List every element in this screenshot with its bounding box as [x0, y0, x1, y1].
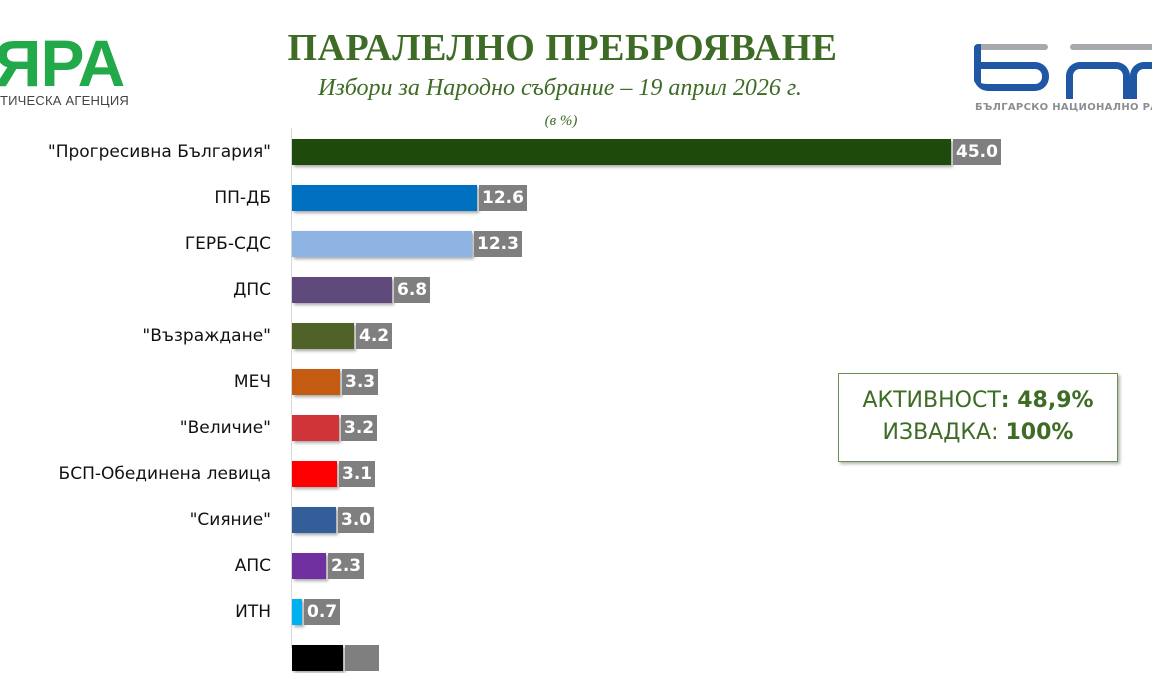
chart-row: ГЕРБ-СДС 12.3: [0, 229, 1152, 259]
page-title: ПАРАЛЕЛНО ПРЕБРОЯВАНЕ: [287, 27, 838, 69]
chart-row: "Възраждане" 4.2: [0, 321, 1152, 351]
chart-row: ИТН 0.7: [0, 597, 1152, 627]
sample-value: 100%: [1005, 420, 1074, 445]
bar: [292, 553, 326, 579]
bar: [292, 277, 392, 303]
category-label: "Величие": [179, 418, 271, 438]
chart-row: БСП-Обединена левица 3.1: [0, 459, 1152, 489]
value-label: 3.3: [342, 369, 379, 395]
category-label: "Възраждане": [142, 326, 271, 346]
value-label: 3.2: [341, 415, 378, 441]
bar: [292, 507, 336, 533]
chart-row: "Прогресивна България" 45.0: [0, 137, 1152, 167]
chart-row: АПС 2.3: [0, 551, 1152, 581]
bar: [292, 369, 340, 395]
logo-accent-bar: [978, 44, 1048, 50]
bar: [292, 323, 354, 349]
category-label: ПП-ДБ: [214, 188, 271, 208]
bar: [292, 415, 339, 441]
chart-row: ДПС 6.8: [0, 275, 1152, 305]
agency-logo: ЯРА ТИЧЕСКА АГЕНЦИЯ: [0, 30, 160, 110]
turnout-info-box: АКТИВНОСТ: 48,9% ИЗВАДКА: 100%: [838, 373, 1118, 462]
logo-letter-r: [1130, 62, 1152, 99]
category-label: МЕЧ: [233, 372, 271, 392]
bar: [292, 139, 951, 165]
category-label: ДПС: [233, 280, 271, 300]
turnout-line: АКТИВНОСТ: 48,9%: [839, 385, 1117, 417]
bar: [292, 185, 477, 211]
broadcaster-tagline: БЪЛГАРСКО НАЦИОНАЛНО РАД: [975, 102, 1152, 113]
value-label: 6.8: [394, 277, 431, 303]
logo-letter-b-bowl: [974, 62, 1049, 91]
value-label: 4.2: [356, 323, 393, 349]
chart-row: ПП-ДБ 12.6: [0, 183, 1152, 213]
turnout-label: АКТИВНОСТ: [862, 388, 1001, 413]
value-label: 3.0: [338, 507, 375, 533]
unit-label: (в %): [544, 113, 578, 129]
agency-logo-mark: ЯРА: [0, 26, 125, 100]
value-label: 12.6: [479, 185, 527, 211]
value-label: 2.3: [328, 553, 365, 579]
broadcaster-logo: БЪЛГАРСКО НАЦИОНАЛНО РАД: [970, 40, 1152, 120]
bar: [292, 599, 302, 625]
category-label: ИТН: [235, 602, 271, 622]
category-axis-line: [291, 128, 292, 648]
bar: [292, 231, 472, 257]
category-label: "Сияние": [189, 510, 271, 530]
category-label: АПС: [234, 556, 271, 576]
value-label: 3.1: [339, 461, 376, 487]
bar: [292, 645, 343, 671]
bar: [292, 461, 337, 487]
agency-logo-subtitle: ТИЧЕСКА АГЕНЦИЯ: [0, 93, 129, 108]
chart-row: МЕЧ 3.3: [0, 367, 1152, 397]
turnout-value: : 48,9%: [1000, 388, 1094, 413]
logo-letter-n: [1066, 62, 1130, 99]
sample-line: ИЗВАДКА: 100%: [839, 417, 1117, 449]
page-subtitle: Избори за Народно събрание – 19 април 20…: [318, 75, 802, 101]
category-label: ГЕРБ-СДС: [184, 234, 271, 254]
sample-label: ИЗВАДКА:: [882, 420, 1006, 445]
value-label: 12.3: [474, 231, 522, 257]
category-label: БСП-Обединена левица: [58, 464, 271, 484]
value-label: 45.0: [953, 139, 1001, 165]
value-label: 0.7: [304, 599, 341, 625]
value-label: [345, 645, 379, 671]
logo-accent-bar: [1070, 44, 1152, 50]
chart-row: "Величие" 3.2: [0, 413, 1152, 443]
chart-row: "Сияние" 3.0: [0, 505, 1152, 535]
category-label: "Прогресивна България": [47, 142, 271, 162]
